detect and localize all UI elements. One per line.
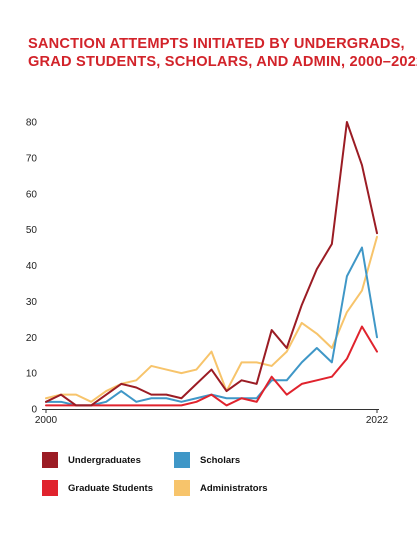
y-tick-label: 20 bbox=[26, 333, 38, 344]
series-line-graduate-students bbox=[45, 325, 378, 407]
y-tick-label: 10 bbox=[26, 369, 38, 380]
series-line-administrators bbox=[45, 235, 378, 403]
legend-item-administrators: Administrators bbox=[174, 480, 268, 496]
y-tick-label: 50 bbox=[26, 225, 38, 236]
y-tick-label: 60 bbox=[26, 189, 38, 200]
series-line-scholars bbox=[45, 246, 378, 407]
legend-swatch bbox=[42, 452, 58, 468]
legend-swatch bbox=[174, 452, 190, 468]
legend-swatch bbox=[42, 480, 58, 496]
y-tick-label: 80 bbox=[26, 118, 38, 129]
x-tick-label: 2022 bbox=[366, 415, 389, 426]
legend-item-undergraduates: Undergraduates bbox=[42, 452, 141, 468]
x-tick-label: 2000 bbox=[35, 415, 58, 426]
legend-label: Graduate Students bbox=[68, 482, 153, 494]
legend-swatch bbox=[174, 480, 190, 496]
chart-title-line-2: GRAD STUDENTS, SCHOLARS, AND ADMIN, 2000… bbox=[28, 54, 417, 70]
x-axis-ticks: 2000 2022 bbox=[35, 409, 389, 426]
y-tick-label: 0 bbox=[31, 405, 37, 416]
series-lines bbox=[45, 121, 378, 407]
y-tick-label: 70 bbox=[26, 153, 38, 164]
legend-item-graduate-students: Graduate Students bbox=[42, 480, 153, 496]
y-tick-label: 30 bbox=[26, 297, 38, 308]
legend-label: Scholars bbox=[200, 454, 241, 466]
legend-item-scholars: Scholars bbox=[174, 452, 240, 468]
legend-label: Administrators bbox=[200, 482, 268, 494]
legend-label: Undergraduates bbox=[68, 454, 141, 466]
chart-title-line-1: SANCTION ATTEMPTS INITIATED BY UNDERGRAD… bbox=[28, 36, 405, 52]
series-line-undergraduates bbox=[45, 121, 378, 407]
y-tick-label: 40 bbox=[26, 261, 38, 272]
y-axis-ticks: 0 10 20 30 40 50 60 70 80 bbox=[26, 118, 38, 416]
